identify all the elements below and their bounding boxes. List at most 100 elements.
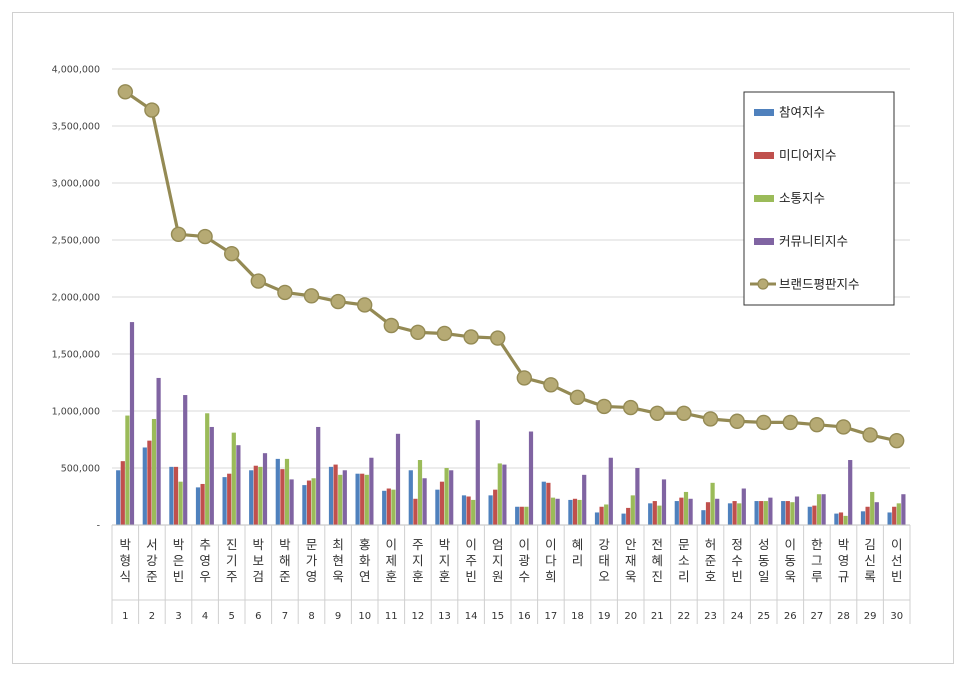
legend-label: 커뮤니티지수 xyxy=(779,234,848,249)
point-브랜드평판지수 xyxy=(782,414,798,431)
bar-미디어지수 xyxy=(386,488,391,525)
x-tick-label: 13 xyxy=(438,611,451,622)
bar-커뮤니티지수 xyxy=(635,468,640,525)
bar-참여지수 xyxy=(408,470,413,525)
point-브랜드평판지수 xyxy=(835,419,852,435)
legend-swatch-커뮤니티지수 xyxy=(754,238,774,245)
bar-참여지수 xyxy=(275,458,280,525)
x-tick-label: 1 xyxy=(122,611,128,622)
legend-swatch-소통지수 xyxy=(754,195,774,202)
x-tick-label: 15 xyxy=(491,611,504,622)
point-브랜드평판지수 xyxy=(223,245,240,262)
bar-미디어지수 xyxy=(519,506,524,525)
bar-소통지수 xyxy=(630,495,635,525)
bar-커뮤니티지수 xyxy=(209,426,214,525)
point-브랜드평판지수 xyxy=(463,329,479,345)
bar-소통지수 xyxy=(737,503,742,525)
bar-소통지수 xyxy=(151,418,157,525)
bar-소통지수 xyxy=(604,504,609,525)
bar-커뮤니티지수 xyxy=(715,498,720,525)
point-브랜드평판지수 xyxy=(676,405,692,421)
bar-커뮤니티지수 xyxy=(502,464,507,525)
x-tick-label: 14 xyxy=(465,611,478,622)
x-tick-label: 4 xyxy=(202,611,208,622)
x-tick-label: 28 xyxy=(837,611,850,622)
bar-소통지수 xyxy=(178,481,183,525)
x-tick-label: 12 xyxy=(412,611,425,622)
y-tick-label: - xyxy=(97,521,100,532)
bar-미디어지수 xyxy=(200,483,205,525)
bar-커뮤니티지수 xyxy=(236,445,241,525)
x-tick-label: 9 xyxy=(335,611,341,622)
y-tick-label: 1,500,000 xyxy=(52,350,100,361)
point-브랜드평판지수 xyxy=(623,399,639,416)
bar-커뮤니티지수 xyxy=(316,426,321,525)
bar-소통지수 xyxy=(843,515,848,525)
point-브랜드평판지수 xyxy=(543,377,559,393)
bar-커뮤니티지수 xyxy=(874,502,879,525)
bar-참여지수 xyxy=(887,512,892,525)
bar-참여지수 xyxy=(860,511,866,525)
bar-참여지수 xyxy=(621,513,626,525)
point-브랜드평판지수 xyxy=(170,226,187,243)
bar-참여지수 xyxy=(648,503,653,525)
point-브랜드평판지수 xyxy=(862,427,878,443)
bar-커뮤니티지수 xyxy=(422,478,427,525)
point-브랜드평판지수 xyxy=(889,432,905,449)
bar-참여지수 xyxy=(249,470,254,525)
bar-미디어지수 xyxy=(679,497,684,525)
bar-참여지수 xyxy=(701,510,706,525)
point-브랜드평판지수 xyxy=(144,102,160,118)
x-tick-label: 2 xyxy=(149,611,155,622)
bar-미디어지수 xyxy=(360,473,365,525)
bar-커뮤니티지수 xyxy=(608,457,613,525)
bar-미디어지수 xyxy=(173,466,179,525)
point-브랜드평판지수 xyxy=(756,414,772,431)
bar-커뮤니티지수 xyxy=(528,431,534,525)
bar-미디어지수 xyxy=(147,440,152,525)
x-tick-label: 27 xyxy=(811,611,824,622)
bar-미디어지수 xyxy=(493,489,498,525)
bar-참여지수 xyxy=(674,501,679,525)
bar-미디어지수 xyxy=(120,461,125,525)
bar-참여지수 xyxy=(727,503,733,525)
point-브랜드평판지수 xyxy=(197,228,213,245)
x-tick-label: 26 xyxy=(784,611,797,622)
bar-미디어지수 xyxy=(599,506,604,525)
bar-참여지수 xyxy=(754,501,759,525)
bar-소통지수 xyxy=(391,489,396,525)
bar-참여지수 xyxy=(302,485,307,525)
bar-미디어지수 xyxy=(333,464,338,525)
bar-커뮤니티지수 xyxy=(741,488,746,525)
y-tick-label: 3,000,000 xyxy=(52,179,100,190)
point-브랜드평판지수 xyxy=(490,330,506,346)
bar-소통지수 xyxy=(364,474,369,525)
bar-참여지수 xyxy=(195,487,201,525)
bar-소통지수 xyxy=(471,499,476,525)
bar-커뮤니티지수 xyxy=(555,498,560,525)
bar-미디어지수 xyxy=(306,480,312,525)
bar-미디어지수 xyxy=(652,501,657,525)
bar-소통지수 xyxy=(231,432,236,525)
point-브랜드평판지수 xyxy=(702,411,719,427)
x-tick-label: 30 xyxy=(890,611,903,622)
y-tick-label: 1,000,000 xyxy=(52,407,100,418)
bar-미디어지수 xyxy=(227,473,232,525)
x-tick-label: 19 xyxy=(598,611,611,622)
bar-커뮤니티지수 xyxy=(395,433,401,525)
